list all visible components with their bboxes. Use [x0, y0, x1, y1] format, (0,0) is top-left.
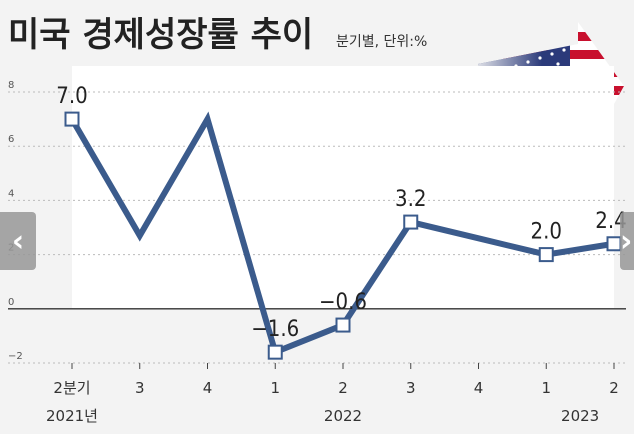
- x-tick-label: 4: [474, 379, 484, 397]
- chevron-left-icon: ‹: [11, 223, 25, 259]
- chart-subtitle: 분기별, 단위:%: [336, 34, 427, 50]
- grid-lines: [8, 91, 626, 364]
- next-arrow-button[interactable]: ›: [620, 212, 634, 270]
- data-point-marker: [606, 236, 622, 252]
- y-tick-label: 8: [8, 80, 14, 91]
- x-tick-label: 1: [541, 379, 551, 397]
- data-label: −1.6: [251, 317, 299, 342]
- x-tick-label: 3: [135, 379, 145, 397]
- data-point-marker: [335, 317, 351, 333]
- data-point-marker: [538, 247, 554, 263]
- chart-title: 미국 경제성장률 추이: [8, 15, 313, 55]
- y-tick-label: −2: [8, 351, 23, 362]
- data-point-marker: [403, 214, 419, 230]
- x-tick-label: 3: [406, 379, 416, 397]
- data-label: −0.6: [319, 290, 367, 315]
- x-tick-label: 1: [270, 379, 280, 397]
- data-label: 3.2: [395, 187, 426, 212]
- data-label: 2.0: [531, 220, 562, 245]
- x-tick-label: 2분기: [53, 379, 90, 397]
- x-tick-label: 4: [203, 379, 213, 397]
- x-tick-label: 2: [338, 379, 348, 397]
- x-year-label: 2021년: [46, 407, 98, 425]
- data-label: 7.0: [56, 84, 87, 109]
- data-point-marker: [64, 111, 80, 127]
- x-year-label: 2022: [324, 407, 362, 425]
- plot-area: [72, 66, 614, 308]
- prev-arrow-button[interactable]: ‹: [0, 212, 36, 270]
- y-tick-label: 4: [8, 188, 14, 199]
- y-tick-label: 0: [8, 297, 14, 308]
- data-labels: 7.0−1.6−0.63.22.0 2.4: [56, 84, 626, 342]
- x-year-label: 2023: [561, 407, 599, 425]
- growth-series: [64, 111, 622, 360]
- x-axis: 2분기 3 4 1 2 3 4 1 2 2021년 2022 2023: [46, 363, 619, 425]
- chevron-right-icon: ›: [620, 223, 633, 259]
- x-tick-label: 2: [609, 379, 619, 397]
- data-point-marker: [267, 344, 283, 360]
- y-tick-label: 6: [8, 134, 14, 145]
